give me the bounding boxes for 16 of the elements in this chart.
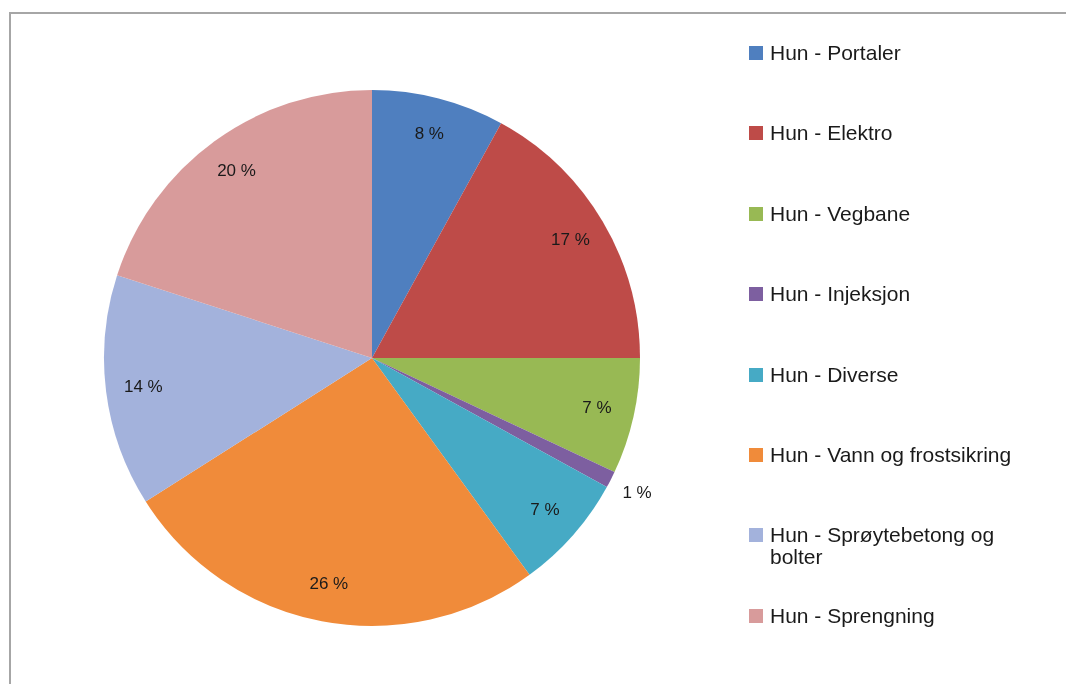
legend-label: Hun - Diverse (770, 362, 900, 386)
data-label: 7 % (530, 500, 560, 520)
data-label: 26 % (309, 574, 349, 594)
legend-label: Hun - Elektro (770, 121, 894, 145)
data-label: 1 % (622, 482, 652, 502)
data-label: 20 % (217, 161, 256, 181)
legend-label: Hun - Vegbane (770, 201, 912, 225)
legend-label: Hun - Portaler (770, 41, 902, 64)
legend-label: Hun - Injeksjon (770, 282, 912, 306)
data-label: 8 % (414, 124, 444, 144)
legend-label: Hun - Vann og frostsikring (770, 442, 1013, 466)
legend-label: Hun - Sprengning (770, 603, 936, 627)
legend-label: Hun - Sprøytebetong og bolter (770, 523, 996, 569)
data-label: 14 % (123, 376, 163, 396)
data-label: 7 % (582, 397, 612, 417)
data-label: 17 % (551, 230, 590, 250)
